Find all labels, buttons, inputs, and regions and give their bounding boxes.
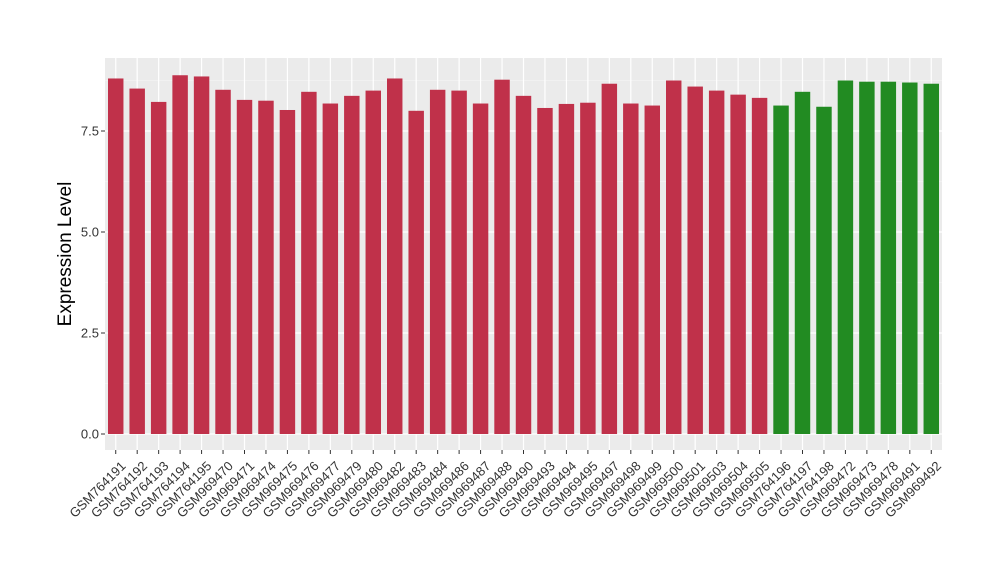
bar [322,103,339,434]
bar [301,91,317,434]
bar [880,81,897,434]
bar [601,83,618,435]
bar [108,78,124,434]
bar [751,97,768,434]
bar [687,86,703,434]
bar [344,95,360,435]
bar [236,99,253,434]
y-tick-label: 5.0 [81,225,99,240]
bar [494,79,510,434]
bar [258,100,274,434]
bar [408,110,424,435]
bar [472,103,489,434]
y-axis-label: Expression Level [55,182,76,327]
x-axis-ticks: GSM764191GSM764192GSM764193GSM764194GSM7… [66,450,944,521]
bar [666,80,682,434]
bar [451,90,467,434]
bar [279,109,296,434]
bar [387,78,403,434]
bar [150,101,167,435]
bar [923,83,939,435]
bar [558,103,575,434]
bar [794,91,811,434]
bar [215,89,231,435]
bar [644,105,660,434]
bars [108,75,939,435]
bar [580,102,596,434]
bar [172,75,188,435]
y-tick-label: 0.0 [81,427,99,442]
y-tick-label: 7.5 [81,124,99,139]
bar [773,105,789,434]
bar [129,88,145,434]
bar [859,81,875,434]
bar [730,94,746,434]
bar [365,90,381,434]
bar [902,82,918,435]
bar [837,80,854,434]
bar [193,76,210,435]
bar [537,107,553,435]
bar [515,95,532,435]
bar [429,89,446,435]
bar [623,103,639,434]
bar [816,106,832,434]
y-axis-ticks: 0.0 2.5 5.0 7.5 [81,124,105,442]
y-tick-label: 2.5 [81,326,99,341]
bar [708,90,725,434]
